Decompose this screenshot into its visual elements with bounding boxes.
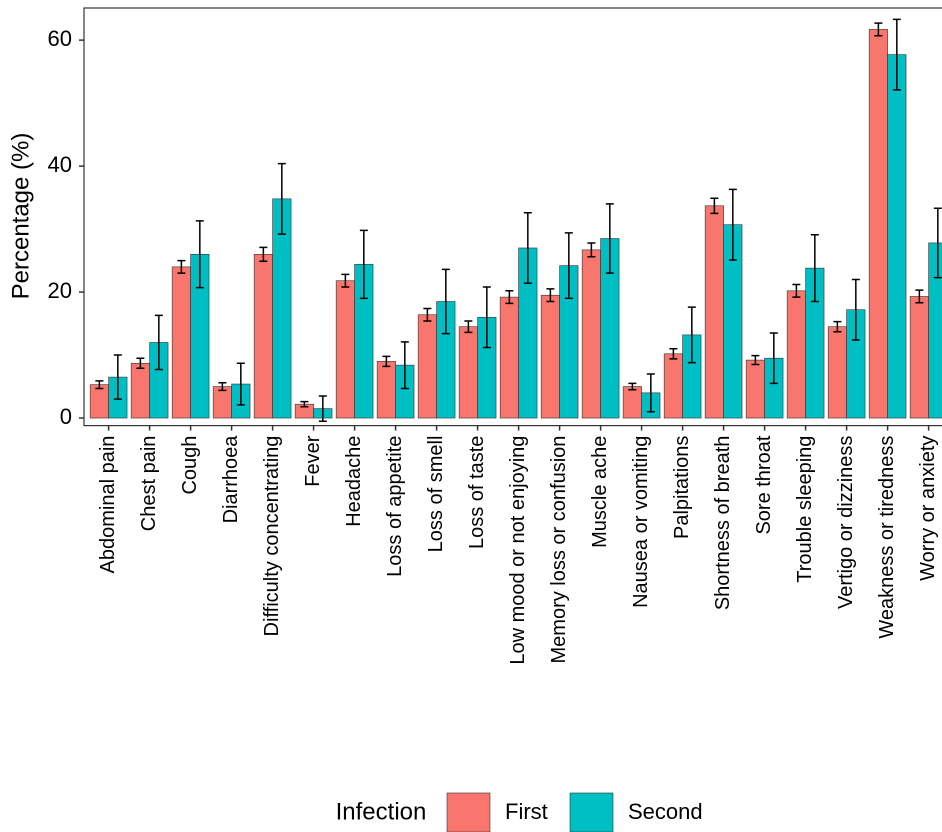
error-bar	[277, 162, 286, 235]
legend-label: Second	[628, 799, 703, 824]
bar	[581, 249, 601, 419]
bar	[745, 359, 765, 419]
error-bar	[136, 357, 145, 370]
y-tick-label: 20	[48, 278, 72, 303]
x-tick-label: Difficulty concentrating	[261, 436, 283, 637]
bar	[458, 326, 478, 419]
x-tick-label: Chest pain	[138, 436, 160, 532]
bar	[704, 205, 724, 419]
error-bar	[769, 332, 778, 385]
error-bar	[464, 320, 473, 334]
y-tick-label: 40	[48, 152, 72, 177]
error-bar	[423, 307, 432, 322]
error-bar	[400, 341, 409, 390]
x-tick-label: Sore throat	[753, 435, 775, 534]
bar	[887, 54, 907, 419]
bar	[376, 361, 396, 419]
legend-label: First	[505, 799, 548, 824]
error-bar	[441, 268, 450, 335]
bar	[540, 294, 560, 419]
bar	[827, 326, 847, 419]
plot-border	[83, 7, 942, 427]
legend-swatch	[569, 792, 614, 832]
error-bar	[236, 362, 245, 406]
error-bar	[482, 286, 491, 349]
bar	[928, 242, 942, 419]
error-bar	[933, 207, 942, 279]
error-bar	[605, 203, 614, 274]
y-axis-title: Percentage (%)	[7, 133, 34, 300]
x-tick-label: Worry or anxiety	[917, 436, 939, 581]
error-bar	[523, 211, 532, 285]
x-tick-label: Trouble sleeping	[794, 436, 816, 583]
error-bar	[646, 373, 655, 413]
error-bar	[505, 290, 514, 305]
x-tick-label: Palpitations	[671, 436, 693, 539]
error-bar	[915, 289, 924, 304]
error-bar	[833, 320, 842, 333]
y-tick-label: 60	[48, 26, 72, 51]
bar	[909, 296, 929, 419]
error-bar	[195, 220, 204, 289]
x-tick-label: Low mood or not enjoying	[507, 436, 529, 665]
bar	[868, 29, 888, 419]
bar	[130, 362, 150, 419]
bar	[171, 266, 191, 419]
error-bar	[710, 197, 719, 215]
bar	[499, 296, 519, 419]
bar	[335, 280, 355, 419]
x-tick-label: Nausea or vomiting	[630, 436, 652, 608]
bar	[417, 314, 437, 419]
x-tick-label: Abdominal pain	[97, 436, 119, 574]
bar	[253, 253, 273, 419]
error-bar	[382, 355, 391, 368]
bar	[212, 386, 232, 419]
x-tick-label: Fever	[302, 435, 324, 486]
error-bar	[113, 354, 122, 400]
error-bar	[177, 259, 186, 274]
error-bar	[751, 354, 760, 366]
error-bar	[728, 188, 737, 261]
bar	[663, 353, 683, 419]
error-bar	[851, 278, 860, 341]
error-bar	[546, 288, 555, 303]
error-bar	[218, 382, 227, 392]
error-bar	[95, 380, 104, 390]
error-bar	[154, 314, 163, 371]
error-bar	[587, 242, 596, 258]
error-bar	[341, 273, 350, 288]
legend-swatch	[446, 792, 491, 832]
error-bar	[359, 229, 368, 300]
x-tick-label: Loss of smell	[425, 436, 447, 553]
error-bar	[300, 400, 309, 408]
bar	[622, 386, 642, 419]
error-bar	[892, 18, 901, 91]
error-bar	[669, 348, 678, 360]
y-tick-label: 0	[60, 404, 72, 429]
error-bar	[810, 234, 819, 303]
error-bar	[874, 22, 883, 37]
error-bar	[628, 382, 637, 391]
error-bar	[792, 283, 801, 298]
legend-title: Infection	[336, 798, 427, 825]
x-tick-label: Memory loss or confusion	[548, 436, 570, 664]
error-bar	[318, 395, 327, 422]
x-tick-label: Loss of taste	[466, 436, 488, 549]
x-tick-label: Cough	[179, 436, 201, 495]
bar	[786, 290, 806, 419]
error-bar	[564, 232, 573, 300]
x-tick-label: Loss of appetite	[384, 436, 406, 577]
x-tick-label: Diarrhoea	[220, 435, 242, 524]
x-tick-label: Weakness or tiredness	[876, 436, 898, 639]
x-tick-label: Headache	[343, 436, 365, 527]
error-bar	[687, 306, 696, 364]
x-tick-label: Shortness of breath	[712, 436, 734, 611]
x-tick-label: Vertigo or dizziness	[835, 436, 857, 609]
x-tick-label: Muscle ache	[589, 436, 611, 548]
error-bar	[259, 246, 268, 262]
bar	[89, 384, 109, 419]
